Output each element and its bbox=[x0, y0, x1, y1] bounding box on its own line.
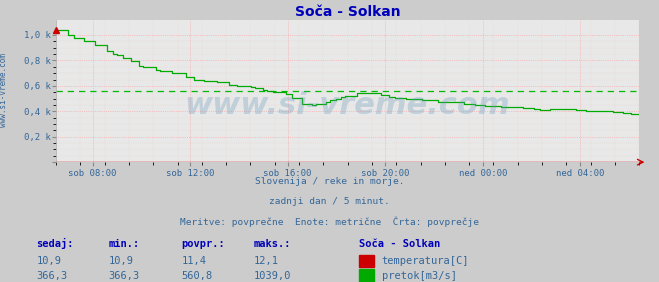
Text: maks.:: maks.: bbox=[254, 239, 291, 249]
Text: www.si-vreme.com: www.si-vreme.com bbox=[185, 91, 511, 120]
Text: 1039,0: 1039,0 bbox=[254, 271, 291, 281]
Text: 10,9: 10,9 bbox=[36, 256, 61, 266]
Text: 12,1: 12,1 bbox=[254, 256, 279, 266]
Text: zadnji dan / 5 minut.: zadnji dan / 5 minut. bbox=[269, 197, 390, 206]
Text: Meritve: povprečne  Enote: metrične  Črta: povprečje: Meritve: povprečne Enote: metrične Črta:… bbox=[180, 216, 479, 227]
Text: 11,4: 11,4 bbox=[181, 256, 206, 266]
Text: www.si-vreme.com: www.si-vreme.com bbox=[0, 53, 8, 127]
Text: sedaj:: sedaj: bbox=[36, 238, 74, 250]
Text: 560,8: 560,8 bbox=[181, 271, 212, 281]
Text: pretok[m3/s]: pretok[m3/s] bbox=[382, 271, 457, 281]
Text: min.:: min.: bbox=[109, 239, 140, 249]
Text: Slovenija / reke in morje.: Slovenija / reke in morje. bbox=[255, 177, 404, 186]
Text: Soča - Solkan: Soča - Solkan bbox=[359, 239, 440, 249]
Title: Soča - Solkan: Soča - Solkan bbox=[295, 5, 401, 19]
Text: 366,3: 366,3 bbox=[36, 271, 67, 281]
Text: temperatura[C]: temperatura[C] bbox=[382, 256, 469, 266]
Text: 10,9: 10,9 bbox=[109, 256, 134, 266]
Text: povpr.:: povpr.: bbox=[181, 239, 225, 249]
Text: 366,3: 366,3 bbox=[109, 271, 140, 281]
